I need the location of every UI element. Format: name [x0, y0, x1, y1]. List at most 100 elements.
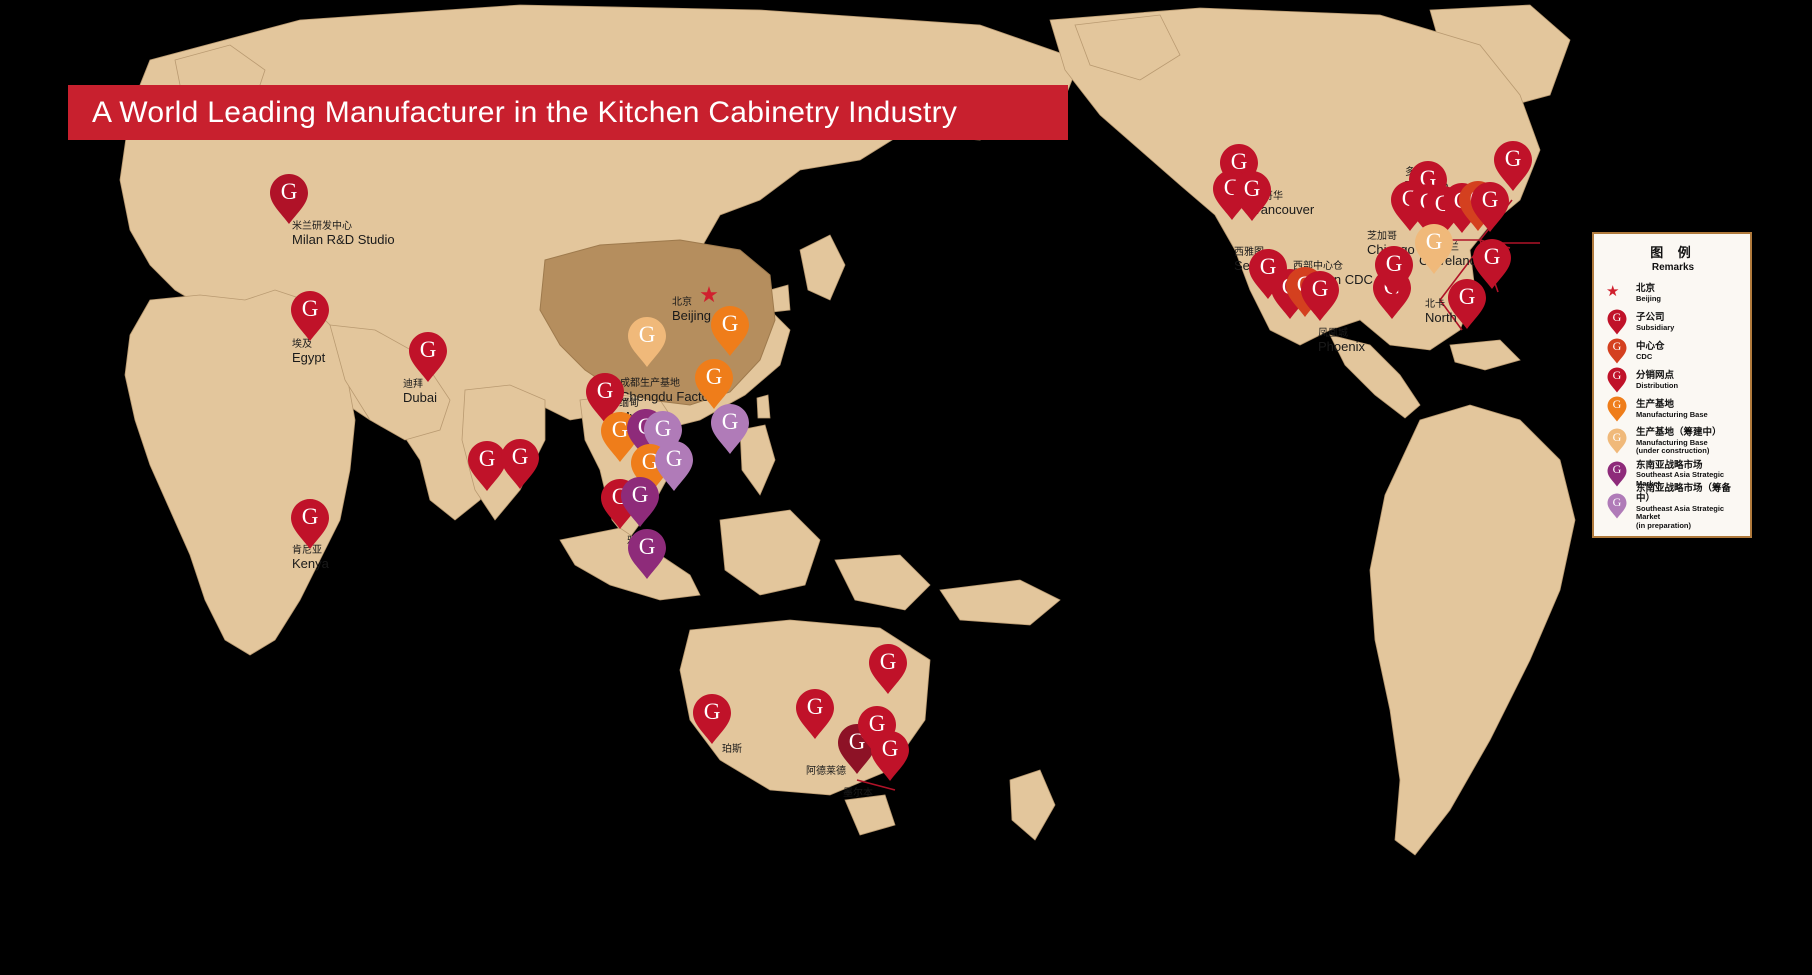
- pin-jakarta[interactable]: G: [627, 528, 667, 580]
- japan: [799, 234, 846, 301]
- legend-text-wrap: 生产基地（筹建中） Manufacturing Base (under constr…: [1632, 428, 1722, 456]
- pin-glyph-g: G: [1612, 310, 1622, 324]
- legend-icon-wrap: G: [1602, 309, 1632, 337]
- pin-philippines[interactable]: G: [710, 403, 750, 455]
- pin-singapore[interactable]: G: [620, 476, 660, 528]
- label-cn: 肯尼亚: [292, 545, 322, 556]
- label-cn: 北卡: [1425, 299, 1445, 310]
- legend-icon-wrap: G: [1602, 396, 1632, 424]
- pin-florida[interactable]: G: [1447, 278, 1487, 330]
- label-cn: 芝加哥: [1367, 231, 1397, 242]
- label-en: Dubai: [403, 389, 437, 405]
- legend-item-cn: 中心仓: [1636, 340, 1665, 352]
- pin-dubai[interactable]: G: [408, 331, 448, 383]
- pin-perth[interactable]: G: [692, 693, 732, 745]
- alaska: [1074, 14, 1181, 81]
- legend-item-cn: 生产基地: [1636, 398, 1675, 410]
- label-dubai: 迪拜 Dubai: [403, 379, 437, 405]
- legend-icon-wrap: G: [1602, 367, 1632, 395]
- pin-northcarolina[interactable]: G: [1414, 223, 1454, 275]
- legend-item-cn: 东南亚战略市场: [1636, 459, 1703, 471]
- philippines: [739, 424, 776, 496]
- page-title: A World Leading Manufacturer in the Kitc…: [92, 95, 958, 129]
- pin-sydney[interactable]: G: [868, 643, 908, 695]
- sulawesi: [834, 554, 931, 611]
- arabia: [329, 324, 451, 441]
- pin-phoenix[interactable]: G: [1300, 270, 1340, 322]
- label-en: Egypt: [292, 349, 326, 365]
- legend-item-cn: 分销网点: [1636, 369, 1675, 381]
- pin-boston[interactable]: G: [1493, 140, 1533, 192]
- pin-brisbane[interactable]: G: [870, 730, 910, 782]
- pin-shanghai[interactable]: G: [710, 305, 750, 357]
- legend-item-en: Manufacturing Base: [1636, 409, 1708, 419]
- label-cn: 珀斯: [722, 744, 742, 755]
- label-milan: 米兰研发中心 Milan R&D Studio: [292, 221, 395, 247]
- north-america: [1049, 7, 1541, 351]
- legend-item-en2: (under construction): [1636, 446, 1710, 456]
- legend-item-2: G 中心仓 CDC: [1602, 337, 1744, 366]
- pin-sea-market-prep-icon: G: [1607, 493, 1627, 519]
- connector-lines-australia: [856, 779, 896, 791]
- legend-icon-wrap: G: [1602, 493, 1632, 521]
- new-zealand: [1009, 769, 1056, 841]
- borneo: [719, 509, 821, 596]
- label-cn: 缅甸: [619, 398, 639, 409]
- africa: [124, 289, 356, 656]
- pin-vietnam-s[interactable]: G: [654, 440, 694, 492]
- legend-title-cn: 图 例: [1650, 246, 1696, 261]
- pin-adelaide[interactable]: G: [795, 688, 835, 740]
- tasmania: [844, 794, 896, 836]
- pin-milan[interactable]: G: [269, 173, 309, 225]
- pin-subsidiary-icon: G: [1607, 309, 1627, 335]
- legend-item-en: Southeast Asia Strategic Market: [1636, 470, 1725, 488]
- label-melbourne: 墨尔本: [843, 788, 873, 800]
- title-banner: A World Leading Manufacturer in the Kitc…: [68, 85, 1068, 140]
- legend-text-wrap: 北京 Beijing: [1632, 283, 1662, 303]
- label-cn: 阿德莱德: [806, 766, 846, 777]
- legend-text-wrap: 东南亚战略市场 Southeast Asia Strategic Market: [1632, 459, 1744, 488]
- south-america: [1369, 404, 1576, 856]
- legend-item-en: CDC: [1636, 351, 1653, 361]
- legend-title-en: Remarks: [1651, 262, 1695, 273]
- label-cn: 成都生产基地: [620, 378, 680, 389]
- legend-icon-wrap: G: [1602, 461, 1632, 489]
- legend-text-wrap: 中心仓 CDC: [1632, 340, 1665, 361]
- legend-item-en: Beijing: [1636, 293, 1662, 303]
- label-cn: 米兰研发中心: [292, 221, 352, 232]
- legend-item-cn: 东南亚战略市场（筹备中）: [1636, 482, 1732, 505]
- legend-icon-wrap: G: [1602, 428, 1632, 456]
- pin-egypt[interactable]: G: [290, 290, 330, 342]
- legend-title: 图 例 Remarks: [1602, 242, 1744, 273]
- pin-glyph-g: G: [1612, 397, 1622, 411]
- pin-seattle[interactable]: G: [1232, 170, 1272, 222]
- legend-text-wrap: 生产基地 Manufacturing Base: [1632, 398, 1708, 419]
- new-guinea: [939, 579, 1061, 626]
- label-en: Beijing: [672, 307, 712, 323]
- label-en: Milan R&D Studio: [292, 231, 395, 247]
- legend-item-cn: 子公司: [1636, 311, 1665, 323]
- legend-item-4: G 生产基地 Manufacturing Base: [1602, 395, 1744, 424]
- legend-icon-wrap: G: [1602, 338, 1632, 366]
- pin-atlanta[interactable]: G: [1374, 245, 1414, 297]
- label-north: 北卡 North: [1425, 299, 1457, 325]
- pin-sea-market-icon: G: [1607, 461, 1627, 487]
- legend-text-wrap: 分销网点 Distribution: [1632, 369, 1678, 390]
- pin-india-east[interactable]: G: [500, 438, 540, 490]
- legend-item-en: Subsidiary: [1636, 322, 1675, 332]
- legend-item-5: G 生产基地（筹建中） Manufacturing Base (under const…: [1602, 424, 1744, 460]
- pin-chengdu[interactable]: G: [627, 316, 667, 368]
- pin-manufacturing-icon: G: [1607, 396, 1627, 422]
- pin-glyph-g: G: [1612, 429, 1622, 444]
- label-cn: 凤凰城: [1318, 328, 1348, 339]
- label-en: Phoenix: [1318, 338, 1365, 354]
- central-america: [1329, 334, 1421, 419]
- legend-item-6: G 东南亚战略市场 Southeast Asia Strategic Market: [1602, 460, 1744, 489]
- label-cn: 西部中心仓: [1293, 261, 1343, 272]
- pin-kenya[interactable]: G: [290, 498, 330, 550]
- label-adelaide: 阿德莱德: [806, 766, 846, 778]
- legend-item-1: G 子公司 Subsidiary: [1602, 308, 1744, 337]
- pin-distribution-icon: G: [1607, 367, 1627, 393]
